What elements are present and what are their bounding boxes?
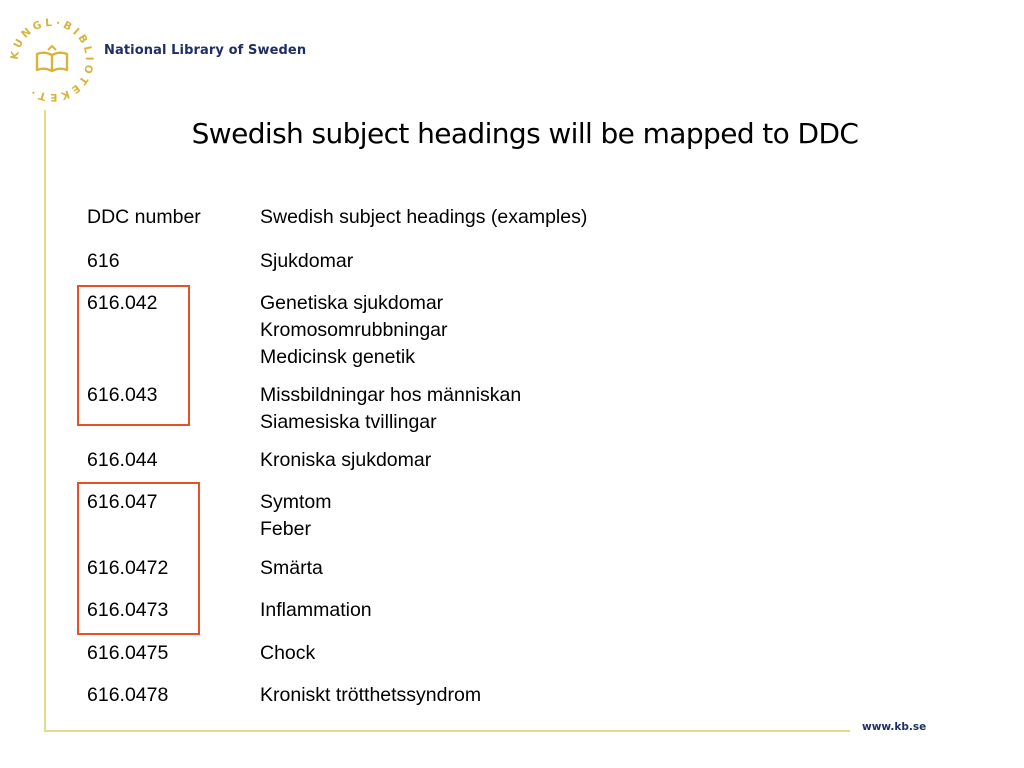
ddc-number: 616.0473: [87, 599, 169, 621]
subject-heading: Feber: [260, 518, 311, 540]
subject-heading: Siamesiska tvillingar: [260, 411, 437, 433]
ddc-number: 616.044: [87, 449, 158, 471]
ddc-number: 616.0478: [87, 684, 169, 706]
subject-heading: Smärta: [260, 557, 323, 579]
subject-heading: Kromosomrubbningar: [260, 319, 448, 341]
column-header-headings: Swedish subject headings (examples): [260, 206, 588, 228]
horizontal-rule: [44, 730, 850, 732]
ddc-number: 616.047: [87, 491, 158, 513]
subject-heading: Sjukdomar: [260, 250, 354, 272]
ddc-number: 616: [87, 250, 120, 272]
ddc-number: 616.0475: [87, 642, 169, 664]
highlight-box-616-047-0473: [77, 482, 200, 635]
footer-url: www.kb.se: [862, 721, 927, 733]
slide-title: Swedish subject headings will be mapped …: [191, 117, 859, 150]
subject-heading: Genetiska sjukdomar: [260, 292, 444, 314]
subject-heading: Kroniska sjukdomar: [260, 449, 432, 471]
kb-logo: KUNGL·BIBLIOTEKET·: [6, 14, 98, 106]
column-header-ddc: DDC number: [87, 206, 201, 228]
subject-heading: Symtom: [260, 491, 332, 513]
subject-heading: Medicinsk genetik: [260, 346, 415, 368]
ddc-number: 616.042: [87, 292, 158, 314]
organization-name: National Library of Sweden: [104, 43, 307, 58]
highlight-box-616-042-043: [77, 285, 190, 426]
ddc-number: 616.0472: [87, 557, 169, 579]
vertical-rule: [44, 110, 46, 732]
subject-heading: Chock: [260, 642, 316, 664]
ddc-number: 616.043: [87, 384, 158, 406]
subject-heading: Missbildningar hos människan: [260, 384, 522, 406]
subject-heading: Inflammation: [260, 599, 372, 621]
crown-book-logo-icon: KUNGL·BIBLIOTEKET·: [9, 17, 95, 103]
subject-heading: Kroniskt trötthetssyndrom: [260, 684, 482, 706]
